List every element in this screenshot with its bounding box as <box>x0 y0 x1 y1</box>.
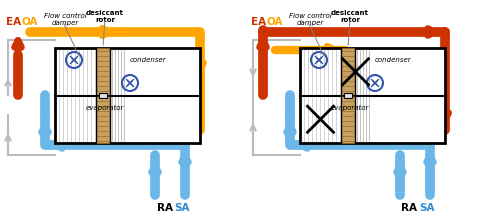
Bar <box>96 48 110 143</box>
Text: desiccant
rotor: desiccant rotor <box>330 10 368 23</box>
Text: SA: SA <box>174 203 189 213</box>
Text: evaporator: evaporator <box>330 105 368 111</box>
Text: Flow control
damper: Flow control damper <box>43 13 86 26</box>
Text: desiccant
rotor: desiccant rotor <box>86 10 124 23</box>
Text: RA: RA <box>157 203 173 213</box>
Text: RA: RA <box>400 203 416 213</box>
Text: condenser: condenser <box>129 57 166 63</box>
Text: Flow control
damper: Flow control damper <box>288 13 331 26</box>
Text: evaporator: evaporator <box>85 105 124 111</box>
Text: SA: SA <box>418 203 434 213</box>
Text: condenser: condenser <box>374 57 410 63</box>
Bar <box>340 48 354 143</box>
Bar <box>299 48 444 143</box>
Text: EA: EA <box>251 17 266 27</box>
Text: OA: OA <box>266 17 283 27</box>
Bar <box>343 93 351 98</box>
Bar <box>99 93 107 98</box>
Text: OA: OA <box>21 17 38 27</box>
Text: EA: EA <box>6 17 21 27</box>
Bar <box>55 48 200 143</box>
